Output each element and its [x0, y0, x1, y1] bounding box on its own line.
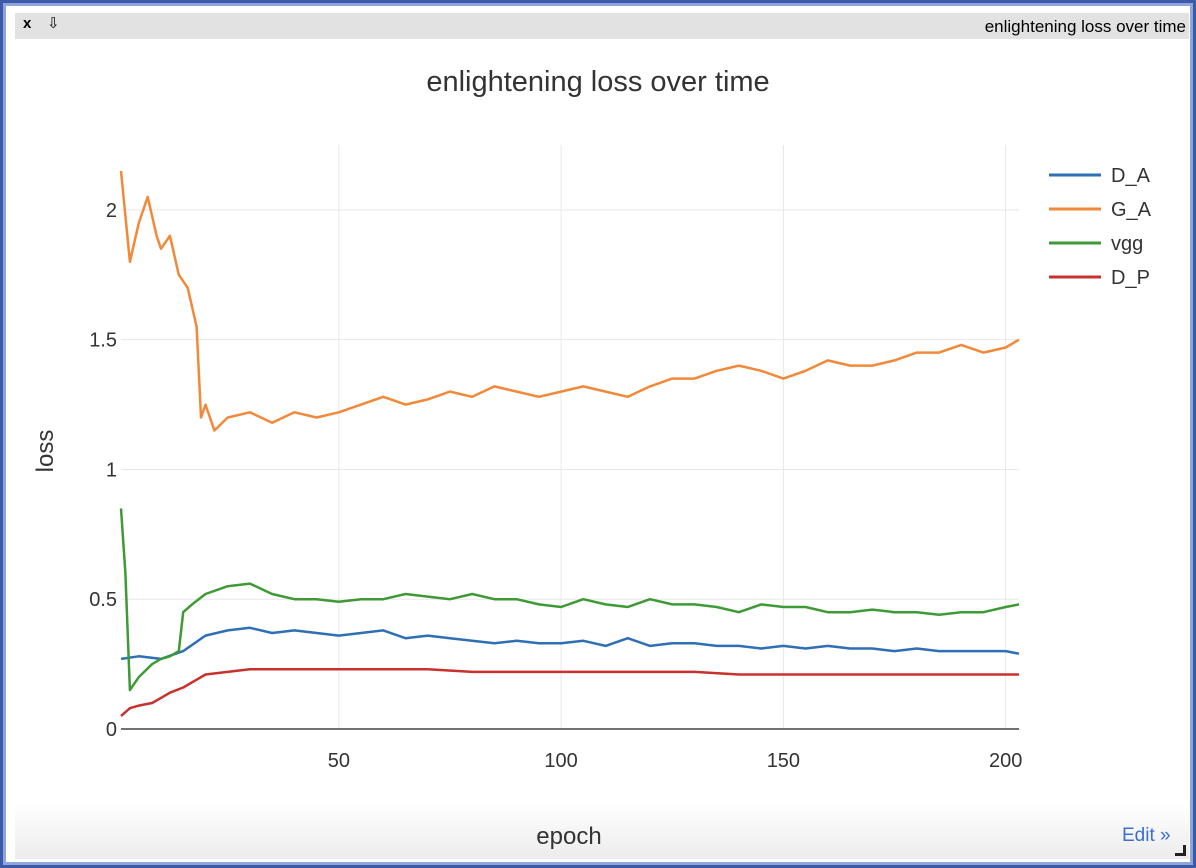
series-line-vgg [119, 508, 1020, 692]
resize-handle-icon[interactable] [1175, 845, 1186, 856]
y-tick-label: 0.5 [89, 589, 117, 611]
x-tick-label: 200 [989, 750, 1022, 772]
window-titlebar: x ⇩ enlightening loss over time [15, 13, 1189, 39]
x-axis-label: epoch [536, 823, 601, 850]
footer-shade [15, 803, 1189, 859]
x-tick-label: 50 [328, 750, 350, 772]
y-tick-label: 2 [106, 200, 117, 222]
grid-lines [121, 145, 1019, 729]
x-tick-label: 150 [767, 750, 800, 772]
window-title: enlightening loss over time [984, 17, 1186, 36]
edit-link[interactable]: Edit » [1122, 825, 1171, 846]
y-axis-label: loss [32, 430, 59, 473]
series-line-g-a [119, 170, 1020, 432]
series-line-d-p [120, 668, 1019, 717]
y-tick-label: 1.5 [89, 330, 117, 352]
legend-label: D_P [1111, 267, 1150, 289]
chart-title: enlightening loss over time [426, 66, 769, 98]
series-lines [119, 170, 1020, 717]
legend-label: D_A [1111, 165, 1151, 187]
close-icon[interactable]: x [23, 15, 32, 32]
legend-label: vgg [1111, 233, 1143, 255]
plot-background [15, 39, 1189, 861]
legend-label: G_A [1111, 199, 1152, 221]
x-tick-label: 100 [544, 750, 577, 772]
axes: 50 100 150 200 0 0.5 1 1.5 2 [89, 200, 1022, 772]
pin-down-icon[interactable]: ⇩ [47, 15, 60, 32]
y-tick-label: 1 [106, 459, 117, 481]
y-tick-label: 0 [106, 719, 117, 741]
series-line-d-a [120, 626, 1020, 661]
